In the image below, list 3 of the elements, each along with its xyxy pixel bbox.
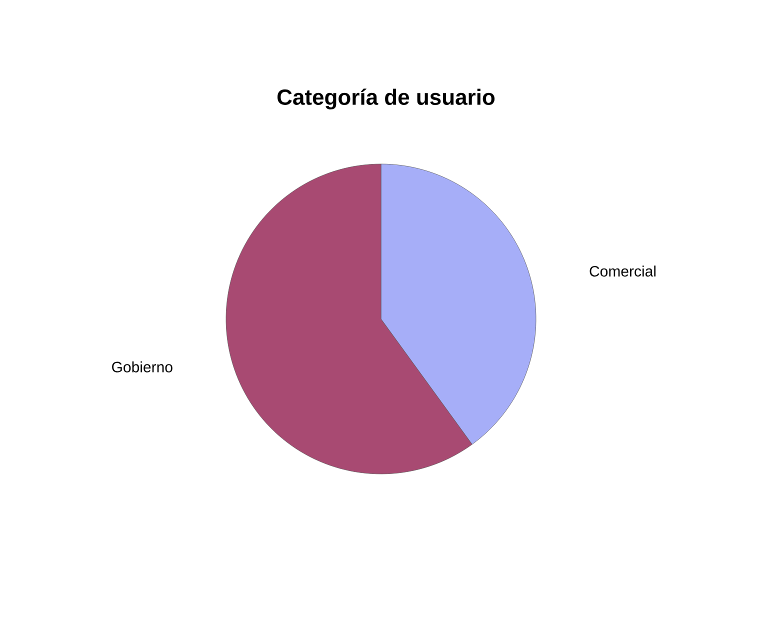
- slice-label: Gobierno: [112, 361, 172, 372]
- chart-title: Categoría de usuario: [277, 88, 495, 110]
- slice-label: Comercial: [590, 266, 656, 277]
